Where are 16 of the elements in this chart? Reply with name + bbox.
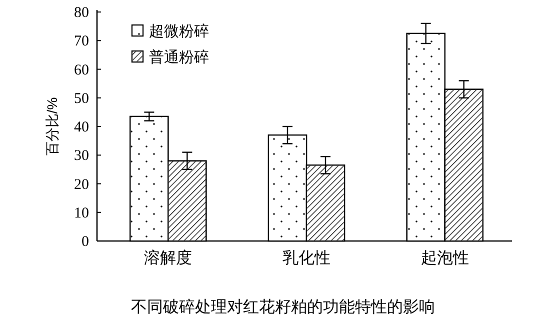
legend-label: 超微粉碎 bbox=[149, 23, 209, 40]
y-tick-label: 80 bbox=[74, 5, 89, 21]
y-tick-label: 30 bbox=[74, 148, 89, 164]
text: 不同破碎处理对红花籽粕的功能特性的影响 bbox=[131, 298, 435, 316]
y-tick-label: 60 bbox=[74, 62, 89, 78]
y-tick-label: 40 bbox=[74, 120, 89, 136]
legend-label: 普通粉碎 bbox=[149, 49, 209, 66]
y-tick-label: 10 bbox=[74, 205, 89, 222]
y-tick-label: 50 bbox=[74, 90, 89, 107]
y-axis-title: 百分比/% bbox=[44, 97, 60, 156]
x-tick-label: 起泡性 bbox=[420, 250, 469, 267]
y-tick-label: 0 bbox=[82, 234, 89, 250]
x-tick-label: 乳化性 bbox=[282, 249, 330, 267]
y-tick-label: 20 bbox=[74, 176, 89, 193]
x-tick-label: 溶解度 bbox=[144, 249, 192, 267]
y-tick-label: 70 bbox=[74, 34, 89, 50]
